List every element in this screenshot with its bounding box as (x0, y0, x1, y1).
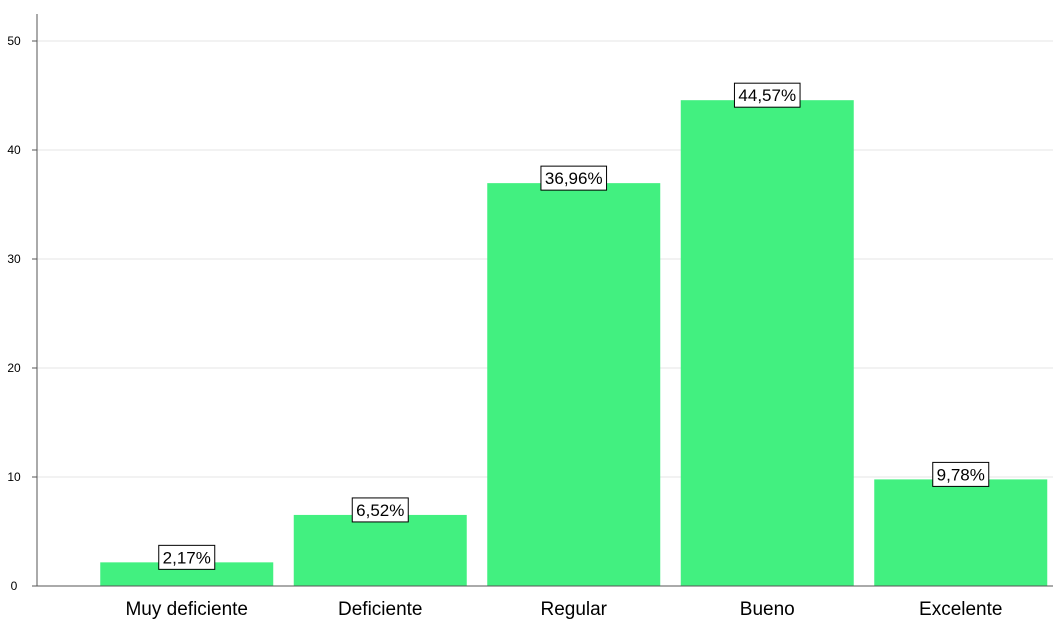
data-label: 6,52% (351, 497, 409, 523)
y-tick-label: 20 (7, 361, 21, 375)
y-tick-label: 50 (7, 34, 21, 48)
data-labels: 2,17% 6,52% 36,96% 44,57% 9,78% (158, 82, 990, 570)
data-label: 2,17% (158, 544, 216, 570)
x-tick-label: Deficiente (338, 599, 423, 620)
bar (680, 100, 854, 586)
bar (874, 479, 1048, 586)
data-label-box (932, 461, 990, 487)
data-label-text: 44,57% (738, 86, 796, 105)
data-label-box (540, 165, 608, 191)
data-label-box (733, 82, 801, 108)
data-label: 44,57% (733, 82, 801, 108)
x-tick-label: Bueno (740, 599, 795, 620)
bar (100, 562, 274, 586)
axes (36, 14, 1053, 587)
data-label: 9,78% (932, 461, 990, 487)
y-tick-label: 30 (7, 252, 21, 266)
data-label-text: 2,17% (163, 548, 211, 567)
bar (293, 514, 467, 586)
x-tick-labels: Muy deficiente Deficiente Regular Bueno Exce… (125, 599, 1002, 620)
x-tick-label: Excelente (919, 599, 1002, 620)
y-tick-labels: 0 10 20 30 40 50 (7, 34, 37, 593)
data-label-text: 6,52% (356, 501, 404, 520)
data-label-text: 9,78% (937, 465, 985, 484)
data-label-box (351, 497, 409, 523)
y-tick-label: 10 (7, 470, 21, 484)
bars (100, 100, 1048, 587)
x-tick-label: Regular (540, 599, 607, 620)
data-label-text: 36,96% (545, 169, 603, 188)
y-tick-label: 40 (7, 143, 21, 157)
y-tick-label: 0 (11, 579, 18, 593)
x-tick-label: Muy deficiente (125, 599, 248, 620)
data-label-box (158, 544, 216, 570)
data-label: 36,96% (540, 165, 608, 191)
bar (487, 183, 661, 587)
